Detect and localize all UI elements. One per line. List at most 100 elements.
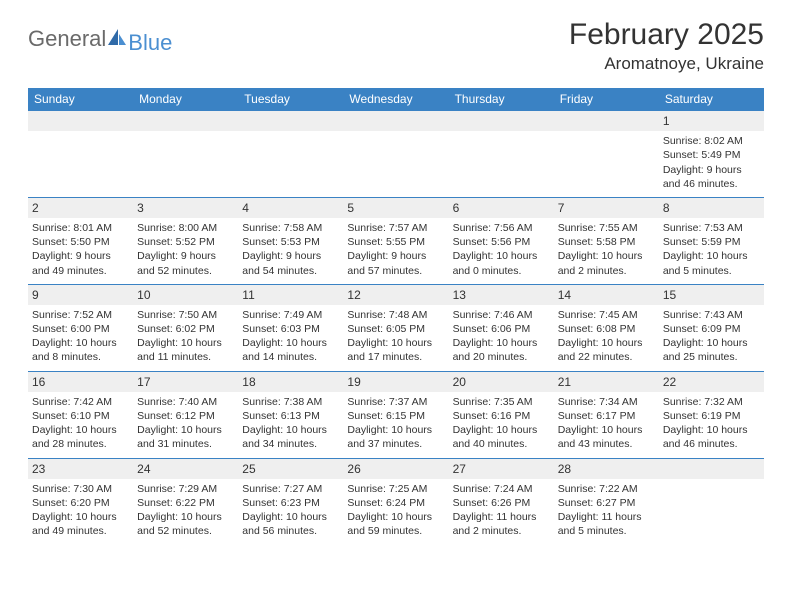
sunset-text: Sunset: 6:00 PM — [32, 322, 129, 336]
calendar-day-cell: 6Sunrise: 7:56 AMSunset: 5:56 PMDaylight… — [449, 197, 554, 284]
sunset-text: Sunset: 5:58 PM — [558, 235, 655, 249]
sunrise-text: Sunrise: 7:24 AM — [453, 482, 550, 496]
sunset-text: Sunset: 6:12 PM — [137, 409, 234, 423]
sunset-text: Sunset: 6:03 PM — [242, 322, 339, 336]
sunset-text: Sunset: 6:06 PM — [453, 322, 550, 336]
daylight-text: Daylight: 10 hours — [347, 423, 444, 437]
daylight-text: Daylight: 10 hours — [137, 336, 234, 350]
calendar-header-row: SundayMondayTuesdayWednesdayThursdayFrid… — [28, 88, 764, 111]
calendar-week-row: 16Sunrise: 7:42 AMSunset: 6:10 PMDayligh… — [28, 371, 764, 458]
day-number: 21 — [554, 372, 659, 392]
sunrise-text: Sunrise: 7:40 AM — [137, 395, 234, 409]
calendar-week-row: 23Sunrise: 7:30 AMSunset: 6:20 PMDayligh… — [28, 458, 764, 544]
calendar-day-cell: 8Sunrise: 7:53 AMSunset: 5:59 PMDaylight… — [659, 197, 764, 284]
sunrise-text: Sunrise: 7:29 AM — [137, 482, 234, 496]
day-number-blank — [449, 111, 554, 131]
daylight-text: and 40 minutes. — [453, 437, 550, 451]
daylight-text: and 54 minutes. — [242, 264, 339, 278]
day-number: 6 — [449, 198, 554, 218]
day-number: 1 — [659, 111, 764, 131]
calendar-day-cell: 7Sunrise: 7:55 AMSunset: 5:58 PMDaylight… — [554, 197, 659, 284]
day-number: 18 — [238, 372, 343, 392]
calendar-table: SundayMondayTuesdayWednesdayThursdayFrid… — [28, 88, 764, 544]
calendar-day-cell: 28Sunrise: 7:22 AMSunset: 6:27 PMDayligh… — [554, 458, 659, 544]
daylight-text: Daylight: 10 hours — [347, 336, 444, 350]
daylight-text: Daylight: 10 hours — [453, 336, 550, 350]
day-number: 10 — [133, 285, 238, 305]
day-number-blank — [659, 459, 764, 479]
sunrise-text: Sunrise: 7:46 AM — [453, 308, 550, 322]
daylight-text: Daylight: 10 hours — [242, 336, 339, 350]
sunset-text: Sunset: 5:59 PM — [663, 235, 760, 249]
daylight-text: and 56 minutes. — [242, 524, 339, 538]
calendar-day-cell: 1Sunrise: 8:02 AMSunset: 5:49 PMDaylight… — [659, 111, 764, 198]
calendar-week-row: 9Sunrise: 7:52 AMSunset: 6:00 PMDaylight… — [28, 284, 764, 371]
calendar-day-cell — [659, 458, 764, 544]
daylight-text: and 25 minutes. — [663, 350, 760, 364]
daylight-text: Daylight: 9 hours — [663, 163, 760, 177]
sunset-text: Sunset: 6:16 PM — [453, 409, 550, 423]
sunset-text: Sunset: 6:22 PM — [137, 496, 234, 510]
sunset-text: Sunset: 5:56 PM — [453, 235, 550, 249]
sunrise-text: Sunrise: 7:34 AM — [558, 395, 655, 409]
calendar-day-cell — [449, 111, 554, 198]
calendar-day-cell: 4Sunrise: 7:58 AMSunset: 5:53 PMDaylight… — [238, 197, 343, 284]
daylight-text: and 46 minutes. — [663, 177, 760, 191]
day-number-blank — [238, 111, 343, 131]
sunrise-text: Sunrise: 7:50 AM — [137, 308, 234, 322]
daylight-text: Daylight: 10 hours — [242, 510, 339, 524]
daylight-text: Daylight: 10 hours — [558, 423, 655, 437]
calendar-day-cell: 14Sunrise: 7:45 AMSunset: 6:08 PMDayligh… — [554, 284, 659, 371]
sunset-text: Sunset: 6:27 PM — [558, 496, 655, 510]
calendar-day-cell: 9Sunrise: 7:52 AMSunset: 6:00 PMDaylight… — [28, 284, 133, 371]
daylight-text: Daylight: 10 hours — [137, 423, 234, 437]
daylight-text: Daylight: 10 hours — [32, 336, 129, 350]
daylight-text: and 57 minutes. — [347, 264, 444, 278]
weekday-header: Saturday — [659, 88, 764, 111]
sunrise-text: Sunrise: 7:37 AM — [347, 395, 444, 409]
calendar-day-cell — [238, 111, 343, 198]
brand-sail-icon — [107, 28, 127, 46]
sunset-text: Sunset: 6:26 PM — [453, 496, 550, 510]
day-number: 27 — [449, 459, 554, 479]
daylight-text: Daylight: 10 hours — [663, 249, 760, 263]
calendar-day-cell: 21Sunrise: 7:34 AMSunset: 6:17 PMDayligh… — [554, 371, 659, 458]
daylight-text: and 17 minutes. — [347, 350, 444, 364]
sunrise-text: Sunrise: 7:32 AM — [663, 395, 760, 409]
calendar-day-cell: 2Sunrise: 8:01 AMSunset: 5:50 PMDaylight… — [28, 197, 133, 284]
daylight-text: and 31 minutes. — [137, 437, 234, 451]
calendar-week-row: 2Sunrise: 8:01 AMSunset: 5:50 PMDaylight… — [28, 197, 764, 284]
day-number: 16 — [28, 372, 133, 392]
sunset-text: Sunset: 6:15 PM — [347, 409, 444, 423]
day-number: 25 — [238, 459, 343, 479]
sunrise-text: Sunrise: 8:01 AM — [32, 221, 129, 235]
daylight-text: and 8 minutes. — [32, 350, 129, 364]
calendar-day-cell: 22Sunrise: 7:32 AMSunset: 6:19 PMDayligh… — [659, 371, 764, 458]
day-number: 19 — [343, 372, 448, 392]
daylight-text: and 49 minutes. — [32, 524, 129, 538]
sunset-text: Sunset: 6:05 PM — [347, 322, 444, 336]
daylight-text: and 52 minutes. — [137, 264, 234, 278]
daylight-text: Daylight: 10 hours — [242, 423, 339, 437]
calendar-day-cell: 17 Sunrise: 7:40 AMSunset: 6:12 PMDayligh… — [133, 371, 238, 458]
day-number: 13 — [449, 285, 554, 305]
daylight-text: and 43 minutes. — [558, 437, 655, 451]
daylight-text: Daylight: 10 hours — [558, 336, 655, 350]
day-number: 14 — [554, 285, 659, 305]
calendar-day-cell: 27Sunrise: 7:24 AMSunset: 6:26 PMDayligh… — [449, 458, 554, 544]
daylight-text: and 14 minutes. — [242, 350, 339, 364]
sunrise-text: Sunrise: 7:56 AM — [453, 221, 550, 235]
day-number: 23 — [28, 459, 133, 479]
day-number: 20 — [449, 372, 554, 392]
brand-word-1: General — [28, 26, 106, 52]
day-number: 15 — [659, 285, 764, 305]
sunrise-text: Sunrise: 7:43 AM — [663, 308, 760, 322]
sunset-text: Sunset: 6:10 PM — [32, 409, 129, 423]
sunrise-text: Sunrise: 8:00 AM — [137, 221, 234, 235]
sunset-text: Sunset: 5:49 PM — [663, 148, 760, 162]
sunset-text: Sunset: 6:19 PM — [663, 409, 760, 423]
daylight-text: Daylight: 9 hours — [32, 249, 129, 263]
day-number: 17 — [133, 372, 238, 392]
daylight-text: Daylight: 9 hours — [137, 249, 234, 263]
daylight-text: Daylight: 9 hours — [347, 249, 444, 263]
